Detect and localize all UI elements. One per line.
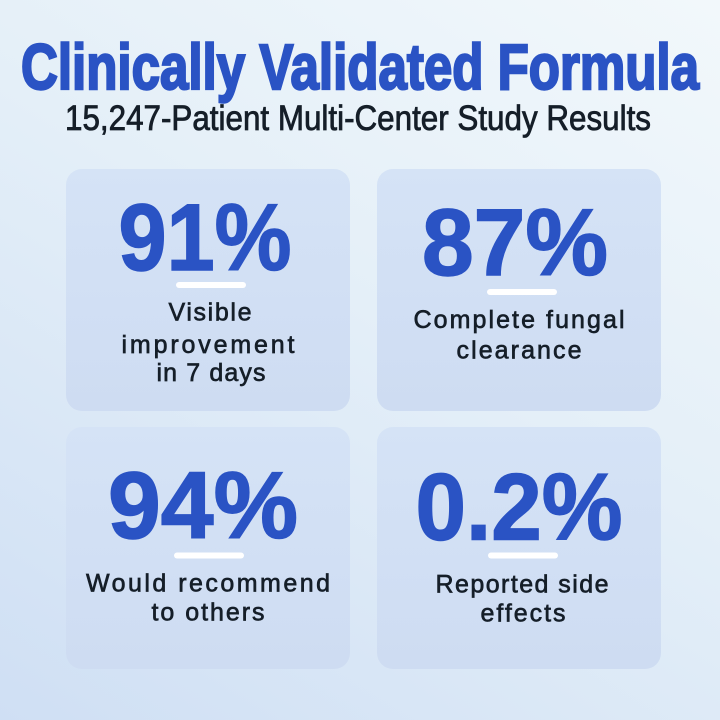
svg-text:Clinically Validated Formula: Clinically Validated Formula [21,31,699,103]
svg-text:Would recommend: Would recommend [86,570,330,598]
svg-text:Visible: Visible [169,299,252,327]
svg-text:Complete fungal: Complete fungal [414,306,625,334]
svg-text:improvement: improvement [122,331,295,359]
svg-text:0.2%: 0.2% [416,455,623,561]
svg-text:15,247-Patient Multi-Center St: 15,247-Patient Multi-Center Study Result… [65,99,651,138]
svg-text:clearance: clearance [457,337,582,365]
svg-text:in 7 days: in 7 days [157,359,266,387]
svg-text:91%: 91% [119,185,292,291]
svg-text:Reported side: Reported side [436,571,609,599]
svg-text:87%: 87% [422,190,608,296]
svg-text:effects: effects [481,600,566,628]
svg-text:94%: 94% [108,453,298,559]
svg-text:to others: to others [152,599,265,627]
